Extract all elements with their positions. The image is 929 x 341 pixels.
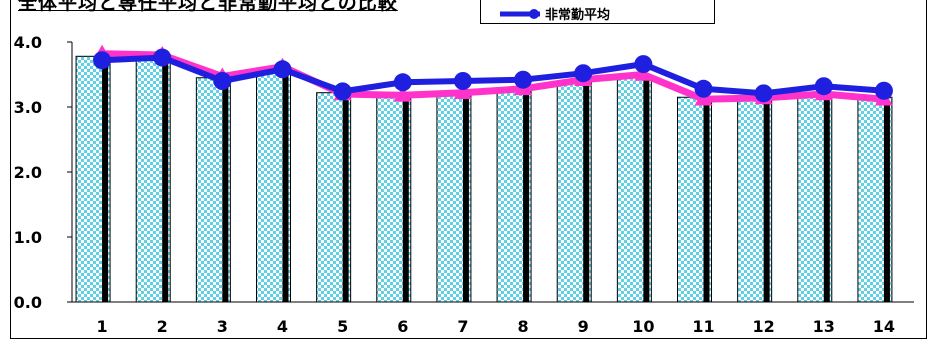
legend-marker — [529, 9, 539, 19]
x-tick-label: 8 — [518, 317, 529, 336]
bar-black — [823, 97, 830, 302]
bar-black — [763, 100, 770, 302]
series-point — [634, 55, 653, 74]
x-tick-label: 4 — [277, 317, 288, 336]
series-point — [153, 48, 172, 67]
series-point — [393, 73, 412, 92]
x-tick-label: 1 — [97, 317, 108, 336]
x-tick-label: 3 — [217, 317, 228, 336]
x-tick-label: 12 — [753, 317, 775, 336]
bar-black — [342, 94, 349, 302]
bar-black — [282, 71, 289, 302]
series-point — [514, 70, 533, 89]
chart-title: 全体平均と専任平均と非常勤平均との比較 — [18, 0, 398, 14]
y-tick-label: 0.0 — [14, 293, 42, 312]
series-point — [273, 60, 292, 79]
series-point — [453, 72, 472, 90]
series-point — [634, 65, 653, 81]
y-tick-label: 3.0 — [14, 98, 42, 117]
bar-black — [643, 74, 650, 302]
series-point — [574, 64, 593, 83]
x-tick-label: 7 — [457, 317, 468, 336]
series-line — [101, 50, 885, 103]
bar-black — [583, 77, 590, 302]
legend-label: 非常勤平均 — [545, 7, 610, 23]
series-point — [694, 79, 713, 98]
series-point — [694, 90, 713, 106]
x-tick-label: 13 — [813, 317, 835, 336]
y-tick-label: 1.0 — [14, 228, 42, 247]
series-point — [754, 84, 773, 103]
x-tick-label: 6 — [397, 317, 408, 336]
series-point — [874, 81, 893, 100]
series-point — [814, 77, 833, 96]
series-point — [393, 86, 412, 102]
bar-black — [883, 100, 890, 302]
bar-black — [462, 90, 469, 302]
x-tick-label: 14 — [873, 317, 895, 336]
series-point — [453, 83, 472, 99]
bar-black — [402, 92, 409, 302]
bar-black — [703, 100, 710, 302]
bar-black — [162, 58, 169, 302]
x-tick-label: 9 — [578, 317, 589, 336]
x-tick-label: 5 — [337, 317, 348, 336]
bar-black — [222, 81, 229, 302]
series-line — [101, 54, 885, 97]
x-tick-label: 10 — [632, 317, 654, 336]
x-tick-label: 11 — [692, 317, 714, 336]
series-point — [93, 51, 112, 70]
chart-frame — [10, 0, 927, 339]
x-tick-label: 2 — [157, 317, 168, 336]
series-point — [213, 72, 232, 90]
bar-black — [102, 60, 109, 303]
y-tick-label: 2.0 — [14, 163, 42, 182]
series-point — [333, 82, 352, 101]
y-tick-label: 4.0 — [14, 33, 42, 52]
bar-black — [523, 90, 530, 302]
